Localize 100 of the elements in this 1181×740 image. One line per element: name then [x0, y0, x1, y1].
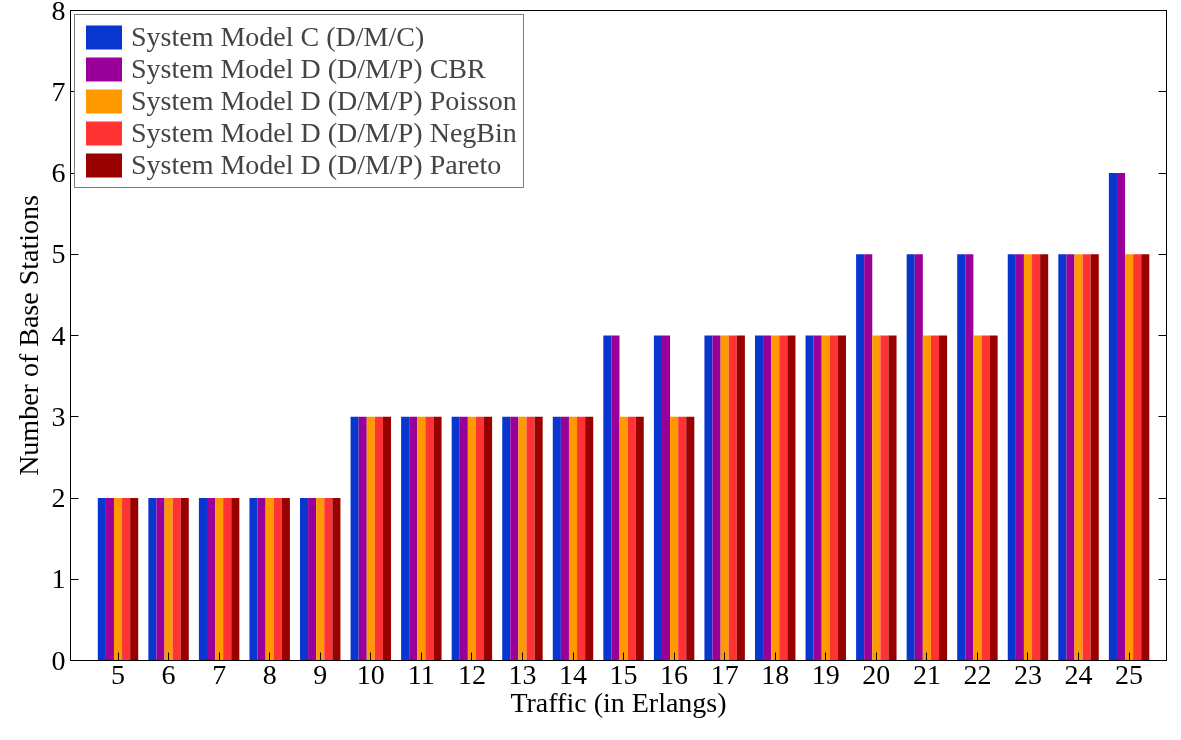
- x-tick-label: 19: [811, 658, 840, 690]
- bar: [164, 498, 173, 661]
- x-tick-label: 24: [1064, 658, 1093, 690]
- bar: [661, 335, 671, 661]
- bar: [451, 416, 460, 661]
- bar: [257, 498, 266, 661]
- x-tick-label: 5: [111, 658, 126, 690]
- y-tick-label: 8: [51, 0, 66, 26]
- bar: [585, 416, 594, 661]
- bar: [577, 416, 586, 661]
- bar: [771, 335, 780, 661]
- x-tick-label: 11: [407, 658, 435, 690]
- bar: [880, 335, 889, 661]
- bar: [1141, 254, 1150, 661]
- bar: [273, 498, 282, 661]
- bar: [1133, 254, 1142, 661]
- bar: [805, 335, 814, 661]
- bar: [1015, 254, 1024, 661]
- bar: [113, 498, 123, 661]
- bar: [568, 416, 578, 661]
- bar: [1108, 173, 1117, 661]
- bar: [358, 416, 367, 661]
- bar: [206, 498, 216, 661]
- bar: [249, 498, 258, 661]
- bar: [736, 335, 745, 661]
- y-tick-label: 7: [51, 75, 66, 107]
- bar: [97, 498, 106, 661]
- bar: [433, 416, 442, 661]
- bar: [409, 416, 418, 661]
- bar: [957, 254, 966, 661]
- bar: [417, 416, 426, 661]
- bar: [981, 335, 990, 661]
- bar: [316, 498, 325, 661]
- bar: [864, 254, 873, 661]
- x-tick-label: 20: [862, 658, 891, 690]
- bar: [332, 498, 341, 661]
- bar: [965, 254, 974, 661]
- bar: [888, 335, 897, 661]
- bar: [552, 416, 561, 661]
- bar: [374, 416, 383, 661]
- bar: [856, 254, 865, 661]
- bar: [686, 416, 695, 661]
- x-tick-label: 8: [262, 658, 277, 690]
- legend-label: System Model C (D/M/C): [131, 21, 425, 53]
- bar: [308, 498, 317, 661]
- bar: [148, 498, 157, 661]
- bar: [130, 498, 139, 661]
- bar: [619, 416, 628, 661]
- x-tick-label: 23: [1013, 658, 1042, 690]
- bar: [914, 254, 923, 661]
- bar: [502, 416, 511, 661]
- x-tick-label: 21: [912, 658, 941, 690]
- x-tick-label: 10: [356, 658, 385, 690]
- bar: [1125, 254, 1134, 661]
- bar: [635, 416, 644, 661]
- x-tick-label: 6: [161, 658, 176, 690]
- bar: [122, 498, 131, 661]
- bar: [779, 335, 788, 661]
- y-tick-label: 2: [51, 482, 66, 513]
- bar: [1082, 254, 1091, 661]
- bar: [425, 416, 434, 661]
- y-tick-label: 6: [51, 157, 66, 188]
- y-tick-label: 0: [51, 644, 66, 676]
- bar: [231, 498, 240, 661]
- bar: [534, 416, 543, 661]
- x-tick-label: 25: [1115, 658, 1144, 690]
- bar: [401, 416, 410, 661]
- bar: [1074, 254, 1083, 661]
- bar: [526, 416, 535, 661]
- bar: [821, 335, 830, 661]
- bar: [653, 335, 662, 661]
- bar: [678, 416, 687, 661]
- bar: [172, 498, 181, 661]
- bar: [829, 335, 838, 661]
- y-tick-label: 5: [51, 238, 66, 270]
- bar: [627, 416, 636, 661]
- bar: [156, 498, 165, 661]
- bar: [281, 498, 290, 661]
- x-tick-label: 18: [761, 658, 790, 690]
- bar: [922, 335, 931, 661]
- bar: [712, 335, 721, 661]
- bar: [872, 335, 881, 661]
- bar: [720, 335, 729, 661]
- bar: [223, 498, 232, 661]
- bar: [484, 416, 493, 661]
- x-tick-label: 9: [313, 658, 328, 690]
- bar: [265, 498, 274, 661]
- bar: [906, 254, 915, 661]
- bar: [366, 416, 375, 661]
- bar: [670, 416, 679, 661]
- bar: [1007, 254, 1016, 661]
- bar: [704, 335, 713, 661]
- x-tick-label: 12: [457, 658, 486, 690]
- bar: [467, 416, 476, 661]
- bar: [382, 416, 392, 661]
- bar: [510, 416, 519, 661]
- bar: [1040, 254, 1049, 661]
- x-tick-label: 7: [212, 658, 227, 690]
- bar: [763, 335, 772, 661]
- bar: [215, 498, 224, 661]
